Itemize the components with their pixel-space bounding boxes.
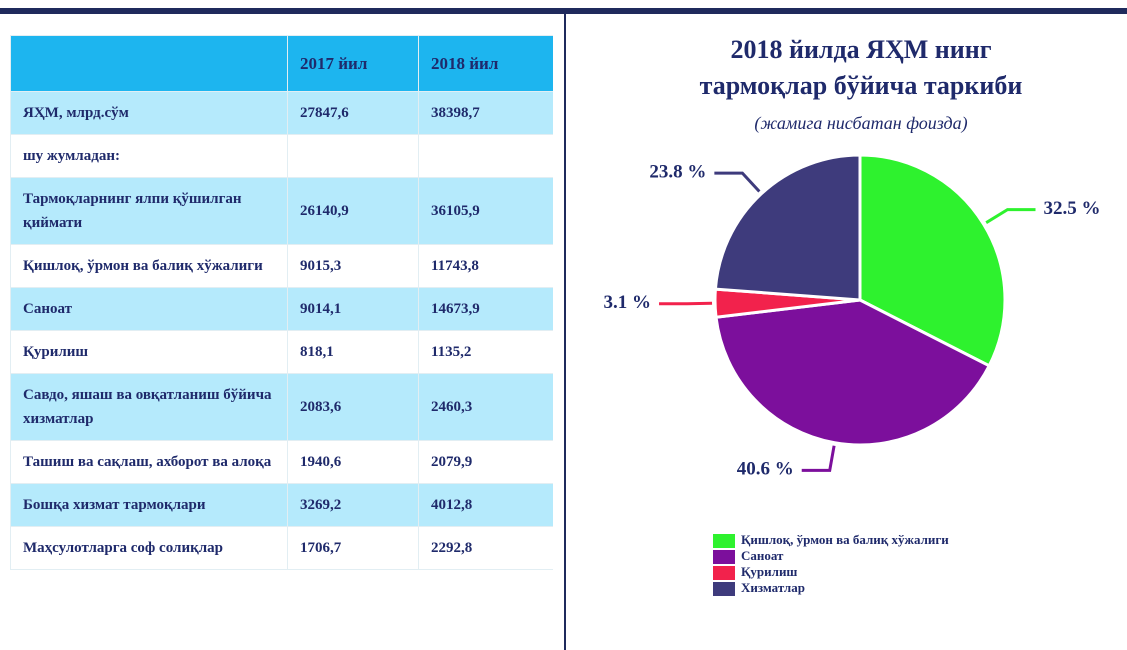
leader-line <box>659 301 713 306</box>
data-label: 40.6 % <box>737 459 794 480</box>
cell: 2079,9 <box>418 440 553 484</box>
cell: 14673,9 <box>418 287 553 331</box>
row-label: Қурилиш <box>10 330 288 374</box>
legend-label: Саноат <box>741 548 784 563</box>
table-row: Ташиш ва сақлаш, ахборот ва алоқа 1940,6 2… <box>10 440 553 484</box>
cell: 9014,1 <box>287 287 419 331</box>
legend-swatch <box>713 550 735 564</box>
pie-slice <box>713 153 862 302</box>
row-label: Савдо, яшаш ва овқатланиш бўйича хизматл… <box>10 373 288 441</box>
table-row: Бошқа хизмат тармоқлари 3269,2 4012,8 <box>10 483 553 527</box>
table-row: шу жумладан: <box>10 134 553 178</box>
row-label: Саноат <box>10 287 288 331</box>
leader-line <box>985 208 1036 224</box>
row-label: Тармоқларнинг ялпи қўшилган қиймати <box>10 177 288 245</box>
data-label: 32.5 % <box>1044 198 1101 219</box>
cell: 2292,8 <box>418 526 553 570</box>
cell: 26140,9 <box>287 177 419 245</box>
cell: 27847,6 <box>287 91 419 135</box>
leader-line <box>801 445 836 472</box>
cell: 11743,8 <box>418 244 553 288</box>
cell: 2460,3 <box>418 373 553 441</box>
table-row: Қурилиш 818,1 1135,2 <box>10 330 553 374</box>
top-bar <box>0 8 1127 14</box>
chart: 2018 йилда ЯҲМ нинг тармоқлар бўйича тар… <box>604 35 1101 596</box>
legend-swatch <box>713 566 735 580</box>
header-row: 2017 йил 2018 йил <box>10 35 553 92</box>
header-cell: 2018 йил <box>418 35 553 92</box>
data-label: 23.8 % <box>649 162 706 183</box>
chart-subtitle: (жамига нисбатан фоизда) <box>754 113 967 134</box>
cell: 36105,9 <box>418 177 553 245</box>
pie-slice <box>858 153 1007 368</box>
row-label: шу жумладан: <box>10 134 288 178</box>
cell: 4012,8 <box>418 483 553 527</box>
row-label: Бошқа хизмат тармоқлари <box>10 483 288 527</box>
pie-slice <box>714 298 992 447</box>
cell: 3269,2 <box>287 483 419 527</box>
row-label: Маҳсулотларга соф солиқлар <box>10 526 288 570</box>
chart-title: тармоқлар бўйича таркиби <box>700 71 1023 100</box>
legend-swatch <box>713 582 735 596</box>
table-row: Қишлоқ, ўрмон ва балиқ хўжалиги 9015,3 117… <box>10 244 553 288</box>
legend-label: Хизматлар <box>741 580 805 595</box>
header-cell <box>10 35 288 92</box>
table-row: Саноат 9014,1 14673,9 <box>10 287 553 331</box>
table-row: ЯҲМ, млрд.сўм 27847,6 38398,7 <box>10 91 553 135</box>
divider <box>564 14 566 650</box>
header-cell: 2017 йил <box>287 35 419 92</box>
cell <box>418 134 553 178</box>
cell: 9015,3 <box>287 244 419 288</box>
leader-line <box>714 171 761 193</box>
table-container: 2017 йил 2018 йил ЯҲМ, млрд.сўм 27847,6 3839… <box>10 35 553 640</box>
table-row: Савдо, яшаш ва овқатланиш бўйича хизматл… <box>10 373 553 441</box>
legend-label: Қишлоқ, ўрмон ва балиқ хўжалиги <box>741 532 949 547</box>
cell <box>287 134 419 178</box>
table: 2017 йил 2018 йил ЯҲМ, млрд.сўм 27847,6 3839… <box>10 35 553 570</box>
table-row: Тармоқларнинг ялпи қўшилган қиймати 26140… <box>10 177 553 245</box>
cell: 2083,6 <box>287 373 419 441</box>
legend-label: Қурилиш <box>741 564 797 579</box>
cell: 818,1 <box>287 330 419 374</box>
cell: 1135,2 <box>418 330 553 374</box>
cell: 1706,7 <box>287 526 419 570</box>
row-label: Қишлоқ, ўрмон ва балиқ хўжалиги <box>10 244 288 288</box>
cell: 38398,7 <box>418 91 553 135</box>
legend-swatch <box>713 534 735 548</box>
table-row: Маҳсулотларга соф солиқлар 1706,7 2292,8 <box>10 526 553 570</box>
data-label: 3.1 % <box>604 292 652 313</box>
row-label: Ташиш ва сақлаш, ахборот ва алоқа <box>10 440 288 484</box>
cell: 1940,6 <box>287 440 419 484</box>
chart-title: 2018 йилда ЯҲМ нинг <box>730 35 991 64</box>
row-label: ЯҲМ, млрд.сўм <box>10 91 288 135</box>
